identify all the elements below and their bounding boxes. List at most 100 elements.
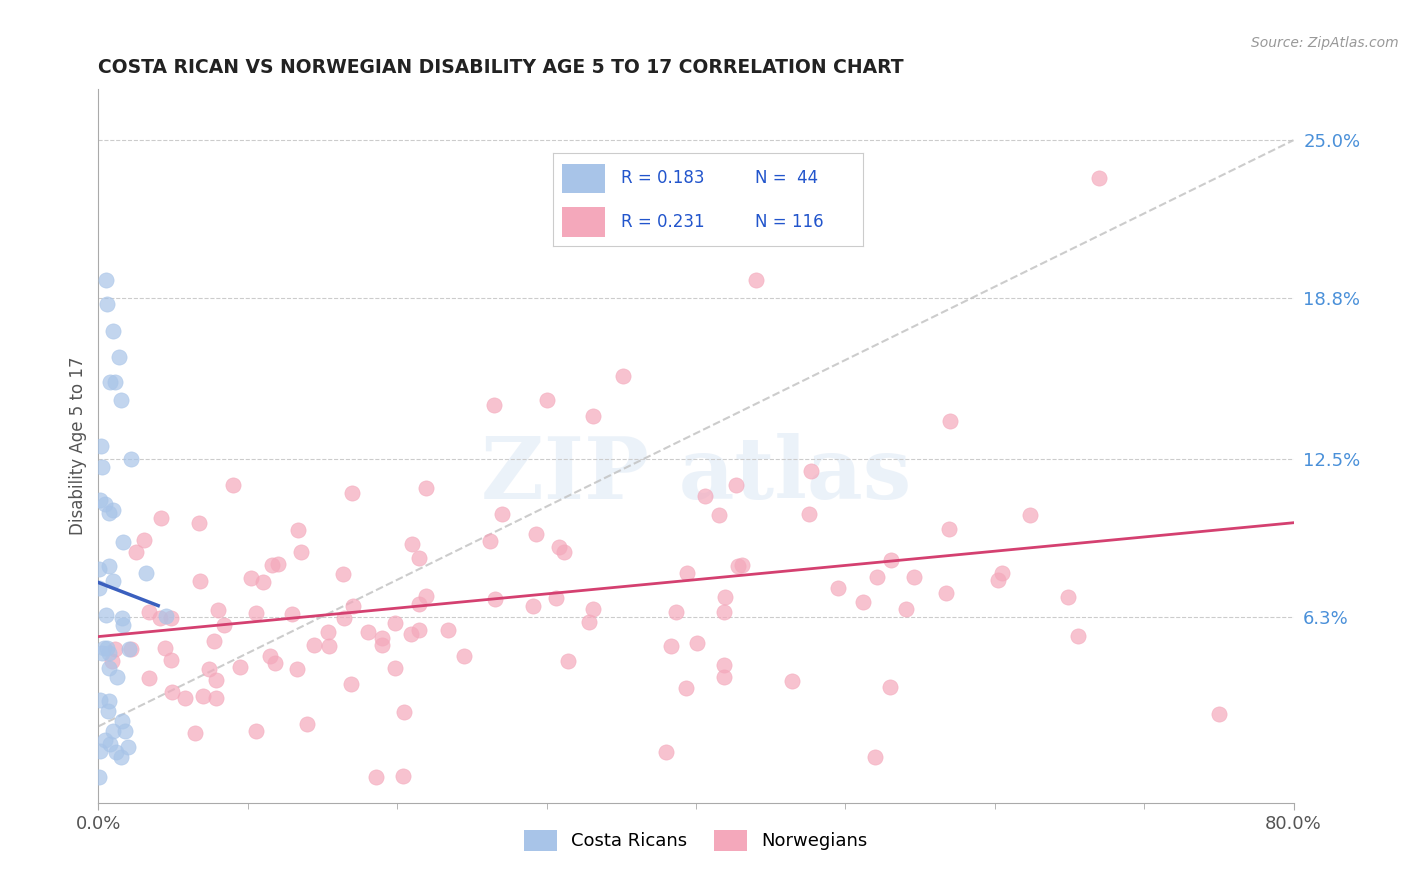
Point: [800, 464, 823, 478]
Point: [318, 624, 340, 639]
Point: [205, 690, 228, 705]
Point: [866, 569, 889, 583]
Point: [659, 639, 682, 653]
Point: [415, 481, 437, 495]
Point: [114, 724, 136, 739]
Point: [879, 680, 901, 694]
Point: [394, 706, 416, 720]
Point: [101, 655, 124, 669]
Point: [111, 611, 134, 625]
Point: [357, 625, 380, 640]
Point: [93, 641, 115, 656]
Point: [120, 641, 142, 656]
Point: [93, 497, 115, 511]
Point: [245, 607, 267, 621]
Point: [745, 273, 768, 287]
Point: [557, 655, 579, 669]
Point: [713, 606, 735, 620]
Point: [214, 618, 236, 632]
Point: [714, 590, 737, 604]
Point: [174, 690, 197, 705]
Point: [134, 533, 156, 547]
Point: [731, 558, 754, 573]
Y-axis label: Disability Age 5 to 17: Disability Age 5 to 17: [69, 357, 87, 535]
Point: [675, 566, 697, 581]
Point: [124, 545, 146, 559]
Point: [112, 617, 135, 632]
Point: [138, 605, 160, 619]
Point: [553, 545, 575, 559]
Text: R = 0.231: R = 0.231: [621, 213, 704, 231]
Point: [665, 605, 688, 619]
Point: [98, 646, 121, 660]
Point: [290, 545, 312, 559]
Point: [264, 656, 287, 670]
Point: [159, 610, 181, 624]
Point: [371, 631, 394, 645]
Point: [938, 522, 960, 536]
Point: [536, 393, 558, 408]
Point: [880, 552, 903, 566]
Point: [453, 648, 475, 663]
Point: [391, 770, 413, 784]
Point: [117, 739, 139, 754]
Point: [318, 639, 340, 653]
Point: [399, 627, 422, 641]
Point: [239, 571, 262, 585]
Point: [939, 413, 962, 427]
Text: COSTA RICAN VS NORWEGIAN DISABILITY AGE 5 TO 17 CORRELATION CHART: COSTA RICAN VS NORWEGIAN DISABILITY AGE …: [98, 57, 904, 77]
Point: [150, 511, 173, 525]
Point: [675, 681, 697, 695]
Point: [245, 724, 267, 739]
Point: [437, 623, 460, 637]
Point: [103, 641, 125, 656]
Point: [479, 534, 502, 549]
Point: [342, 599, 364, 614]
Point: [155, 609, 177, 624]
Point: [118, 642, 141, 657]
Point: [799, 508, 821, 522]
Point: [97, 694, 120, 708]
Point: [108, 350, 131, 364]
Point: [546, 591, 568, 606]
Point: [686, 636, 709, 650]
Point: [110, 750, 132, 764]
Point: [408, 551, 430, 566]
Point: [484, 592, 506, 607]
Point: [548, 540, 571, 554]
Point: [287, 662, 309, 676]
Point: [89, 770, 111, 784]
Point: [202, 634, 225, 648]
Point: [384, 660, 406, 674]
Point: [524, 526, 547, 541]
Point: [333, 611, 356, 625]
Point: [105, 745, 128, 759]
Point: [655, 745, 678, 759]
Point: [112, 535, 135, 549]
Point: [103, 502, 125, 516]
Point: [1019, 508, 1042, 522]
Point: [89, 493, 111, 508]
Point: [482, 398, 505, 412]
Point: [865, 750, 887, 764]
Point: [103, 324, 125, 338]
Point: [724, 478, 747, 492]
Text: N =  44: N = 44: [755, 169, 818, 187]
Point: [295, 717, 318, 731]
Point: [522, 599, 544, 613]
Point: [693, 490, 716, 504]
Point: [184, 726, 207, 740]
Point: [138, 671, 160, 685]
Point: [188, 574, 211, 588]
Point: [852, 595, 875, 609]
Point: [1208, 706, 1230, 721]
Point: [408, 623, 430, 637]
Text: ZIP atlas: ZIP atlas: [481, 433, 911, 516]
Point: [827, 581, 849, 595]
Bar: [562, 163, 606, 194]
Point: [780, 674, 803, 689]
Point: [1088, 171, 1111, 186]
Point: [222, 478, 245, 492]
Legend: Costa Ricans, Norwegians: Costa Ricans, Norwegians: [517, 822, 875, 858]
Point: [98, 376, 122, 390]
